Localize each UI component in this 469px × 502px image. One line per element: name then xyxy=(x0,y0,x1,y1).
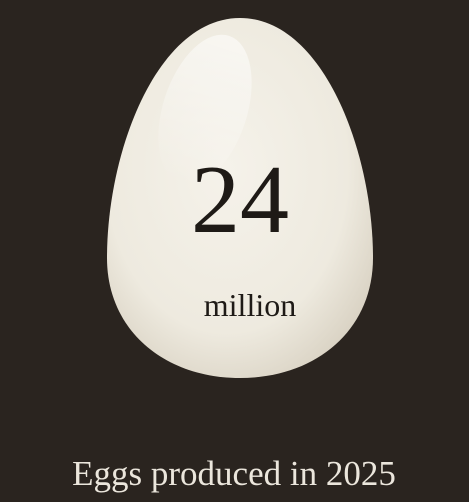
egg-highlight xyxy=(158,34,252,186)
unit-label: million xyxy=(204,287,296,323)
big-number: 24 xyxy=(191,146,289,254)
caption: Eggs produced in 2025 xyxy=(72,454,396,493)
